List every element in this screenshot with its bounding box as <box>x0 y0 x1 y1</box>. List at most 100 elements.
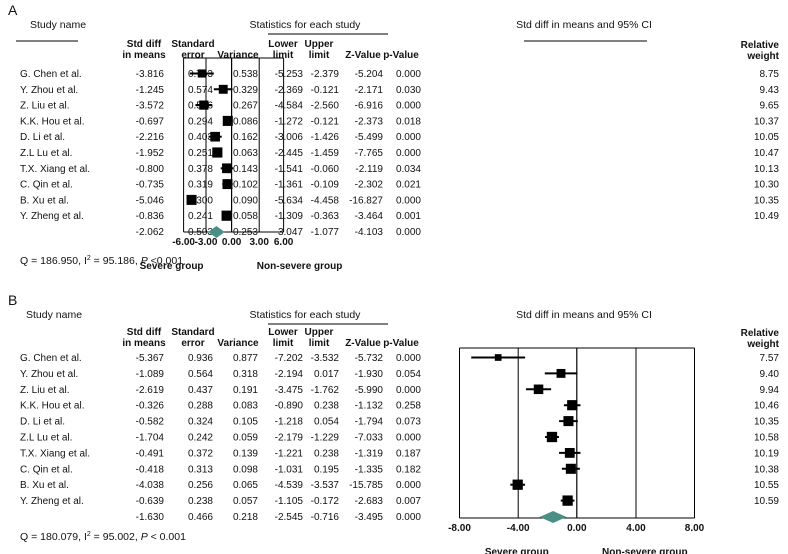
table-cell: 0.372 <box>188 448 213 459</box>
table-cell: -0.800 <box>136 164 165 175</box>
study-name: G. Chen et al. <box>20 69 82 80</box>
relative-weight: 9.65 <box>760 101 780 112</box>
axis-tick-label: 4.00 <box>626 523 646 534</box>
pooled-cell: -1.077 <box>311 227 340 238</box>
table-cell: 0.564 <box>188 369 213 380</box>
table-cell: 0.073 <box>396 417 421 428</box>
column-header: Std diff <box>127 327 162 338</box>
study-name: Z.L Lu et al. <box>20 433 72 444</box>
pooled-cell: 0.503 <box>188 227 213 238</box>
table-cell: 0.065 <box>233 480 258 491</box>
table-cell: 0.329 <box>233 85 258 96</box>
pooled-cell: 0.466 <box>188 512 213 523</box>
table-cell: -1.272 <box>275 116 304 127</box>
weight-header: Relative <box>741 328 780 339</box>
axis-tick-label: -3.00 <box>195 237 218 248</box>
effect-size-marker <box>546 431 558 443</box>
axis-tick-label: -4.00 <box>507 523 530 534</box>
effect-size-marker <box>222 163 232 174</box>
table-cell: -7.765 <box>355 148 384 159</box>
table-cell: 0.324 <box>188 417 213 428</box>
relative-weight: 10.38 <box>754 464 779 475</box>
table-cell: 0.054 <box>314 417 339 428</box>
table-cell: 0.034 <box>396 164 421 175</box>
effect-size-marker <box>218 84 228 94</box>
heterogeneity-p-value: <0.001 <box>148 255 183 267</box>
table-cell: -2.369 <box>275 85 304 96</box>
table-cell: -3.464 <box>355 211 384 222</box>
relative-weight: 10.49 <box>754 211 779 222</box>
study-name: Z.L Lu et al. <box>20 148 72 159</box>
study-name: T.X. Xiang et al. <box>20 448 90 459</box>
table-cell: -7.033 <box>355 433 384 444</box>
column-header: Variance <box>217 50 259 61</box>
table-cell: -0.735 <box>136 180 165 191</box>
table-cell: 0.319 <box>188 180 213 191</box>
table-cell: 0.187 <box>396 448 421 459</box>
table-cell: -2.216 <box>136 132 165 143</box>
table-cell: 0.251 <box>188 148 213 159</box>
table-cell: -0.109 <box>311 180 340 191</box>
pooled-cell: -1.630 <box>136 512 165 523</box>
table-cell: -2.379 <box>311 69 340 80</box>
column-header: limit <box>273 338 294 349</box>
non-severe-group-label: Non-severe group <box>602 547 688 554</box>
table-cell: 0.182 <box>396 464 421 475</box>
table-cell: 0.000 <box>396 385 421 396</box>
table-cell: -4.584 <box>275 101 304 112</box>
effect-size-marker <box>221 210 232 221</box>
effect-size-marker <box>565 463 576 474</box>
table-cell: -1.704 <box>136 433 165 444</box>
study-name: Z. Liu et al. <box>20 385 69 396</box>
table-cell: 0.098 <box>233 464 258 475</box>
pooled-cell: -3.047 <box>275 227 304 238</box>
effect-size-marker <box>199 100 209 110</box>
table-cell: 0.007 <box>396 496 421 507</box>
table-cell: -16.827 <box>349 195 383 206</box>
table-cell: -15.785 <box>349 480 383 491</box>
table-cell: -1.309 <box>275 211 304 222</box>
table-cell: -5.634 <box>275 195 304 206</box>
relative-weight: 10.13 <box>754 164 779 175</box>
heterogeneity-i2-label: I <box>84 531 87 543</box>
table-cell: -2.373 <box>355 116 384 127</box>
axis-tick-label: 0.00 <box>222 237 242 248</box>
study-name: Y. Zhou et al. <box>20 85 78 96</box>
table-cell: -0.326 <box>136 401 165 412</box>
effect-size-marker <box>562 495 573 506</box>
heterogeneity-i2-value: = 95.002, <box>91 531 138 543</box>
effect-size-marker <box>533 384 544 395</box>
severe-group-label: Severe group <box>140 261 204 272</box>
table-cell: 0.191 <box>233 385 258 396</box>
table-cell: -2.445 <box>275 148 304 159</box>
table-cell: -1.426 <box>311 132 340 143</box>
table-cell: 0.063 <box>233 148 258 159</box>
table-cell: 0.294 <box>188 116 213 127</box>
axis-tick-label: 6.00 <box>274 237 294 248</box>
table-cell: -5.990 <box>355 385 384 396</box>
table-cell: 0.242 <box>188 433 213 444</box>
relative-weight: 10.30 <box>754 180 779 191</box>
table-cell: 0.000 <box>396 69 421 80</box>
table-cell: -1.361 <box>275 180 304 191</box>
effect-size-marker <box>186 194 197 205</box>
table-cell: -1.218 <box>275 417 304 428</box>
table-cell: -1.952 <box>136 148 165 159</box>
table-cell: -2.302 <box>355 180 384 191</box>
pooled-diamond <box>208 226 225 238</box>
heterogeneity-i2-sup: 2 <box>87 255 91 262</box>
table-cell: -3.572 <box>136 101 165 112</box>
study-name: D. Li et al. <box>20 132 65 143</box>
table-cell: -3.816 <box>136 69 165 80</box>
heterogeneity-i2-label: I <box>84 255 87 267</box>
table-cell: 0.083 <box>233 401 258 412</box>
table-cell: 0.000 <box>396 101 421 112</box>
table-cell: 0.288 <box>188 401 213 412</box>
table-cell: 0.102 <box>233 180 258 191</box>
table-cell: -1.541 <box>275 164 304 175</box>
table-cell: -2.171 <box>355 85 384 96</box>
table-cell: 0.143 <box>233 164 258 175</box>
table-cell: -2.194 <box>275 369 304 380</box>
weight-header: Relative <box>741 40 780 51</box>
table-cell: -1.930 <box>355 369 384 380</box>
